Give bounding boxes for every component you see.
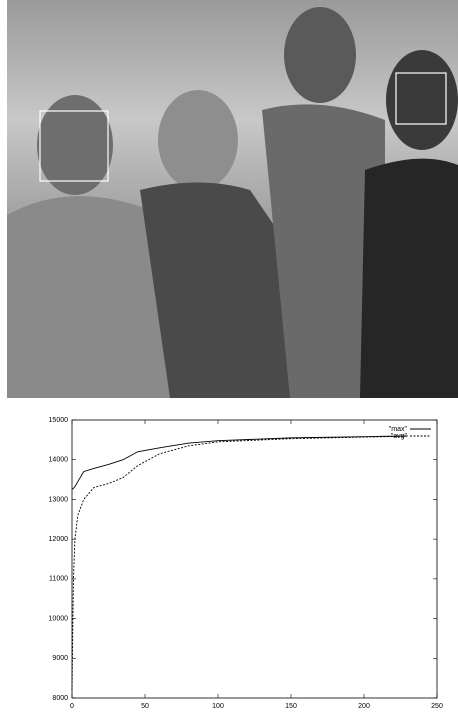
x-tick-label: 100 [212,703,224,710]
figure: 8000 9000 10000 11000 12000 13000 14000 15000 0 5… [0,0,458,717]
chart: 8000 9000 10000 11000 12000 13000 14000 15000 0 5… [49,417,443,710]
y-tick-label: 11000 [49,576,68,583]
y-tick-label: 13000 [49,496,69,503]
x-tick-label: 150 [285,703,297,710]
series-line [72,436,408,490]
series-line [72,436,408,690]
person-head [284,7,356,103]
plot-frame [72,420,437,698]
photo [7,0,458,398]
y-tick-label: 9000 [52,655,68,662]
x-tick-label: 50 [141,703,149,710]
x-tick-label: 250 [431,703,443,710]
y-tick-label: 8000 [52,695,68,702]
person-head [158,90,238,190]
y-tick-label: 14000 [49,457,69,464]
legend-label: "max" [389,426,408,433]
x-tick-label: 200 [358,703,370,710]
person-body [360,159,458,398]
y-tick-label: 12000 [49,536,69,543]
x-tick-label: 0 [70,703,74,710]
person-head [386,50,458,150]
page: 8000 9000 10000 11000 12000 13000 14000 15000 0 5… [0,0,458,717]
y-tick-label: 15000 [49,417,69,424]
person-head [37,95,113,195]
y-tick-label: 10000 [49,615,69,622]
legend-label: "avg" [391,433,408,440]
